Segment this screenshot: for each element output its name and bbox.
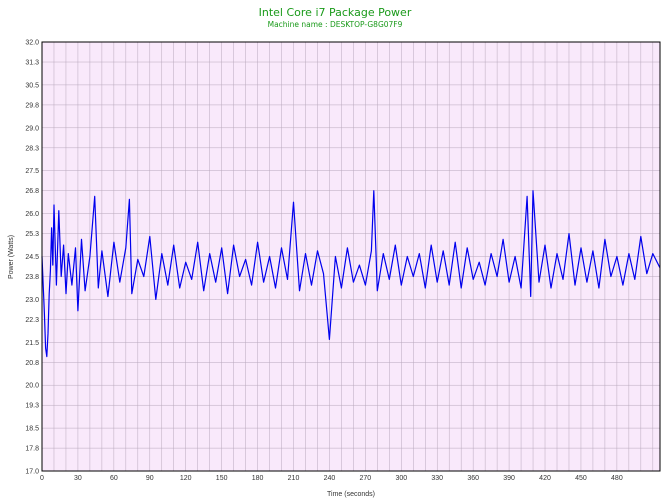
y-tick-label: 28.3	[25, 145, 39, 152]
x-tick-label: 210	[288, 475, 300, 482]
x-tick-label: 480	[611, 475, 623, 482]
x-tick-label: 30	[74, 475, 82, 482]
x-tick-label: 240	[324, 475, 336, 482]
plot-border	[41, 41, 661, 472]
y-tick-label: 26.8	[25, 188, 39, 195]
y-tick-label: 31.3	[25, 60, 39, 67]
y-tick-label: 20.8	[25, 360, 39, 367]
x-tick-label: 120	[180, 475, 192, 482]
x-tick-label: 450	[575, 475, 587, 482]
x-tick-label: 360	[467, 475, 479, 482]
y-tick-label: 20.0	[25, 383, 39, 390]
x-axis-label: Time (seconds)	[327, 491, 375, 498]
chart-subtitle: Machine name : DESKTOP-G8G07F9	[268, 20, 403, 29]
y-tick-label: 25.3	[25, 231, 39, 238]
y-tick-label: 32.0	[25, 40, 39, 47]
y-tick-label: 18.5	[25, 426, 39, 433]
y-tick-label: 23.0	[25, 297, 39, 304]
y-tick-label: 22.3	[25, 317, 39, 324]
y-tick-label: 17.0	[25, 469, 39, 476]
x-tick-label: 270	[360, 475, 372, 482]
y-tick-label: 29.0	[25, 125, 39, 132]
series-line	[41, 190, 661, 358]
y-axis-ticks: 17.0 17.8 18.5 19.3 20.0 20.8 21.5 22.3 23.0 23.8…	[25, 40, 39, 476]
y-axis-label: Power (Watts)	[8, 235, 15, 279]
x-tick-label: 420	[539, 475, 551, 482]
chart-title: Intel Core i7 Package Power	[259, 6, 412, 19]
y-tick-label: 29.8	[25, 102, 39, 109]
y-tick-label: 21.5	[25, 340, 39, 347]
grid	[41, 41, 660, 472]
y-tick-label: 30.5	[25, 82, 39, 89]
y-tick-label: 24.5	[25, 254, 39, 261]
x-axis-ticks: 0 30 60 90 120 150 180 210 240 270 300 330 360 390 420…	[40, 475, 623, 482]
x-tick-label: 90	[146, 475, 154, 482]
y-tick-label: 27.5	[25, 168, 39, 175]
y-tick-label: 17.8	[25, 446, 39, 453]
x-tick-label: 150	[216, 475, 228, 482]
x-tick-label: 330	[431, 475, 443, 482]
x-tick-label: 390	[503, 475, 515, 482]
y-tick-label: 23.8	[25, 274, 39, 281]
y-tick-label: 26.0	[25, 211, 39, 218]
x-tick-label: 0	[40, 475, 44, 482]
x-tick-label: 180	[252, 475, 264, 482]
x-tick-label: 60	[110, 475, 118, 482]
x-tick-label: 300	[395, 475, 407, 482]
y-tick-label: 19.3	[25, 403, 39, 410]
